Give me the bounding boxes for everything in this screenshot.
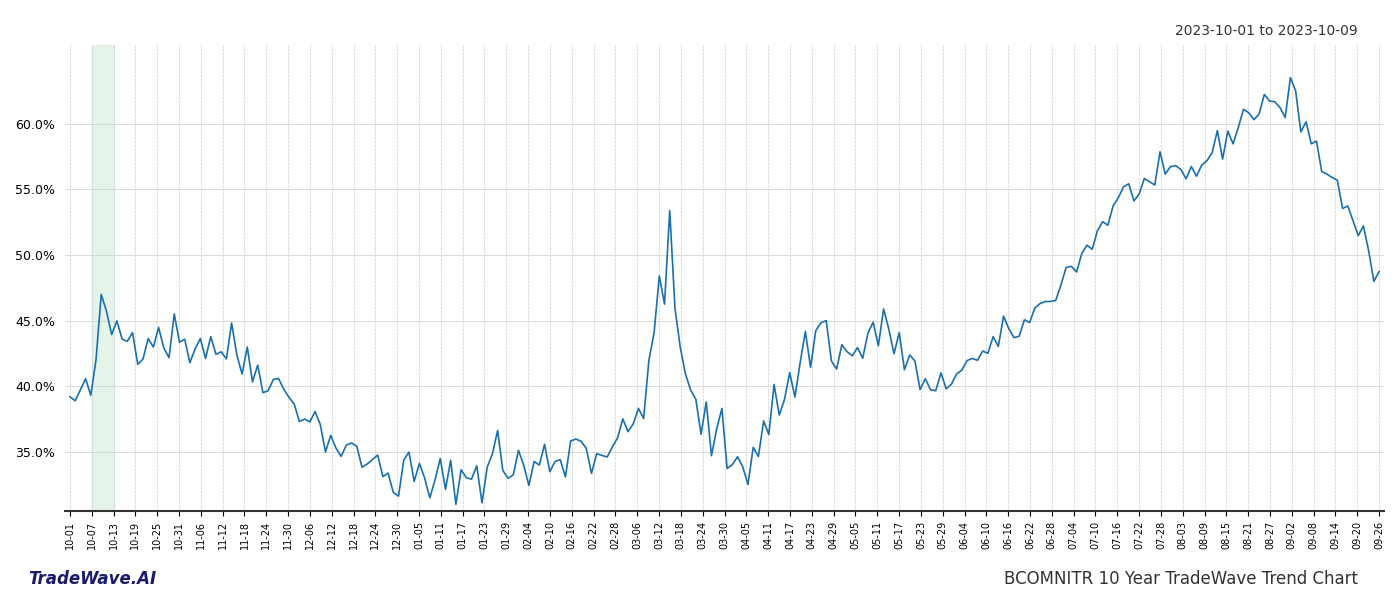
Text: 2023-10-01 to 2023-10-09: 2023-10-01 to 2023-10-09 (1175, 24, 1358, 38)
Bar (92, 45, 113, 511)
Text: BCOMNITR 10 Year TradeWave Trend Chart: BCOMNITR 10 Year TradeWave Trend Chart (1004, 570, 1358, 588)
Text: TradeWave.AI: TradeWave.AI (28, 570, 157, 588)
